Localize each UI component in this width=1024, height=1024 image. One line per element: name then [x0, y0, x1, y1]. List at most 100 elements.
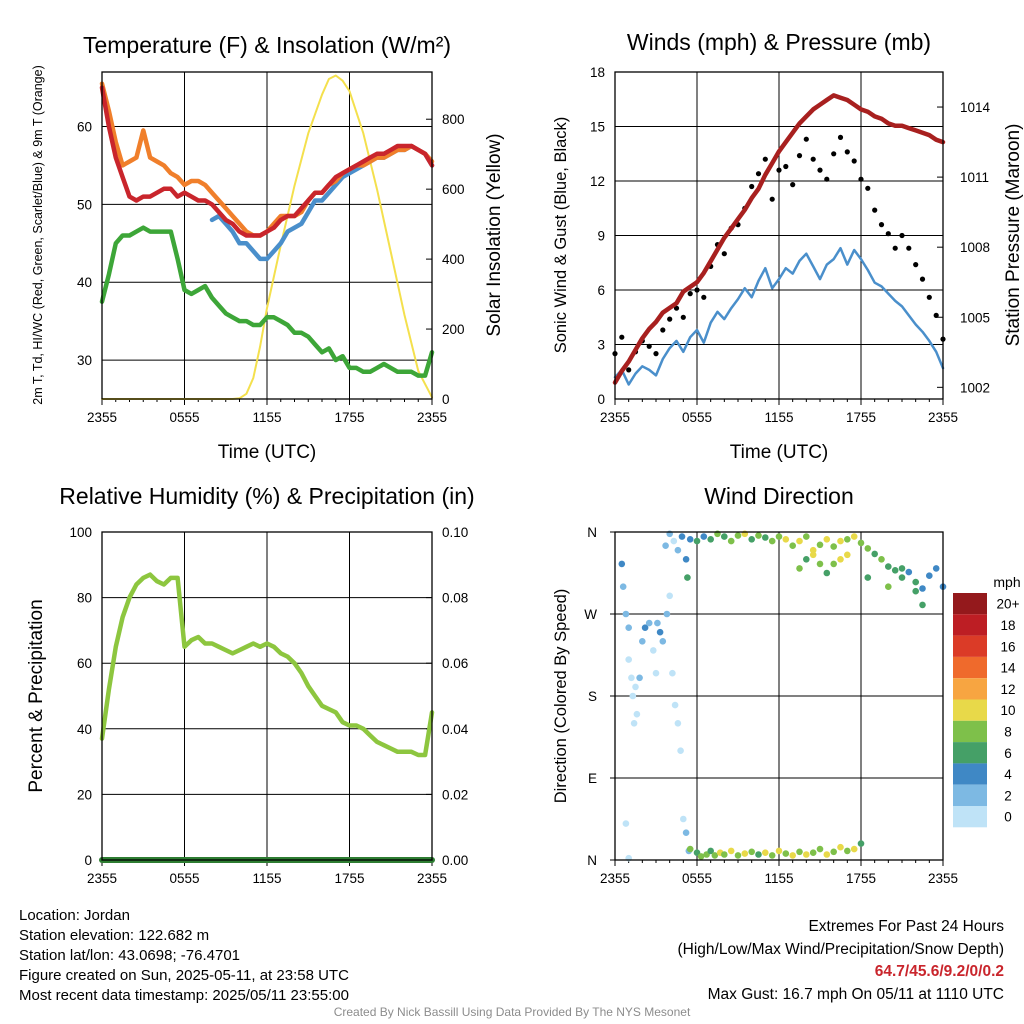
wind-direction-point: [656, 628, 664, 636]
wind-direction-point: [885, 583, 892, 590]
wind-direction-point: [830, 560, 837, 568]
gust-point: [824, 176, 830, 182]
wind-direction-point: [796, 537, 803, 545]
wind-direction-point: [741, 850, 749, 857]
wind-direction-point: [628, 674, 635, 682]
wind-direction-point: [809, 849, 817, 856]
humidity-panel: Relative Humidity (%) & Precipitation (i…: [26, 483, 475, 886]
y-tick-label: 15: [590, 120, 605, 135]
gust-point: [796, 153, 803, 159]
legend-swatch: [953, 678, 987, 700]
legend-swatch: [953, 742, 987, 764]
wind-direction-point: [782, 850, 790, 857]
x-tick-label: 1155: [252, 410, 281, 425]
y-right-tick-label: 600: [442, 182, 465, 197]
gust-point: [762, 156, 768, 162]
extremes-heading: Extremes For Past 24 Hours: [808, 918, 1004, 935]
chart-title: Wind Direction: [704, 483, 854, 509]
x-tick-label: 1755: [334, 410, 364, 425]
plot-frame: [614, 71, 944, 400]
y-axis-label: Direction (Colored By Speed): [552, 589, 570, 804]
legend-label: 2: [1004, 788, 1012, 803]
wind-direction-point: [662, 542, 669, 549]
station-pressure-line: [612, 93, 946, 385]
x-tick-label: 1755: [846, 410, 876, 425]
wind-direction-point: [678, 533, 686, 540]
wind-direction-point: [619, 583, 627, 590]
wind-direction-point: [659, 638, 667, 645]
y-tick-label: 60: [77, 120, 92, 135]
y-tick-label: W: [584, 607, 597, 622]
gust-point: [817, 167, 823, 173]
y-right-tick-label: 0: [442, 392, 450, 407]
y-tick-label: 40: [77, 275, 92, 290]
wind-direction-point: [671, 701, 679, 709]
wind-direction-point: [682, 556, 690, 563]
station-elevation: Station elevation: 122.682 m: [19, 927, 210, 944]
gust-point: [899, 232, 905, 239]
y-right-axis-label: Station Pressure (Maroon): [1003, 124, 1024, 347]
y-right-tick-label: 1008: [960, 240, 990, 255]
gust-point: [851, 158, 857, 164]
x-tick-label: 1755: [334, 871, 364, 886]
wind-direction-point: [707, 847, 714, 855]
wind-direction-point: [816, 845, 824, 853]
wind-direction-point: [727, 847, 735, 855]
wind-direction-point: [775, 533, 783, 540]
gust-point: [803, 136, 809, 142]
gust-point: [885, 231, 891, 237]
legend-swatch: [953, 699, 987, 721]
wind-direction-point: [850, 533, 858, 540]
legend-label: 16: [1000, 639, 1015, 654]
y-tick-label: 50: [77, 197, 92, 212]
y-tick-label: 80: [77, 591, 92, 606]
legend-label: 4: [1004, 767, 1012, 782]
wind-direction-point: [636, 674, 643, 682]
y-right-tick-label: 1005: [960, 310, 990, 325]
wind-direction-point: [823, 569, 831, 577]
legend-swatch: [953, 656, 987, 679]
x-tick-label: 2355: [87, 871, 117, 886]
station-info: Location: Jordan Station elevation: 122.…: [19, 906, 349, 1006]
recent-timestamp: Most recent data timestamp: 2025/05/11 2…: [19, 987, 349, 1004]
wind-direction-point: [932, 565, 940, 572]
wind-direction-point: [857, 539, 865, 547]
gust-point: [755, 171, 762, 177]
y-right-tick-label: 0.02: [442, 787, 468, 802]
wind-direction-point: [755, 532, 762, 539]
y-tick-label: 0: [597, 392, 605, 407]
legend-label: 20+: [997, 597, 1020, 612]
y-right-tick-label: 1014: [960, 100, 991, 115]
wind-direction-point: [682, 829, 690, 836]
wind-direction-point: [755, 851, 762, 858]
x-tick-label: 2355: [600, 871, 630, 886]
wind-direction-point: [630, 720, 638, 727]
extremes-values: 64.7/45.6/9.2/0/0.2: [874, 963, 1004, 980]
y-tick-label: 18: [590, 65, 605, 80]
x-axis-label: Time (UTC): [218, 442, 317, 463]
y-right-tick-label: 0.04: [442, 722, 469, 737]
wind-direction-point: [823, 851, 831, 858]
x-tick-label: 2355: [600, 410, 630, 425]
wind-direction-point: [686, 536, 694, 543]
y-tick-label: 30: [77, 353, 92, 368]
wind-direction-point: [711, 852, 719, 859]
wind-direction-point: [857, 840, 865, 847]
gust-point: [783, 163, 789, 170]
y-axis-label: Sonic Wind & Gust (Blue, Black): [552, 117, 570, 354]
wind-direction-point: [633, 710, 641, 718]
gust-point: [619, 334, 625, 340]
wind-direction-point: [809, 546, 817, 554]
legend-label: 14: [1000, 661, 1016, 676]
legend-swatch: [953, 720, 987, 743]
plot-frame: [101, 531, 433, 861]
gust-point: [906, 245, 912, 251]
legend-label: 6: [1004, 746, 1012, 761]
x-tick-label: 0555: [169, 871, 199, 886]
y-tick-label: 20: [77, 787, 92, 802]
y-tick-label: 100: [69, 525, 92, 540]
y-tick-label: 60: [77, 656, 92, 671]
y-axis-label: Percent & Precipitation: [26, 599, 47, 792]
wind-direction-point: [686, 845, 694, 853]
